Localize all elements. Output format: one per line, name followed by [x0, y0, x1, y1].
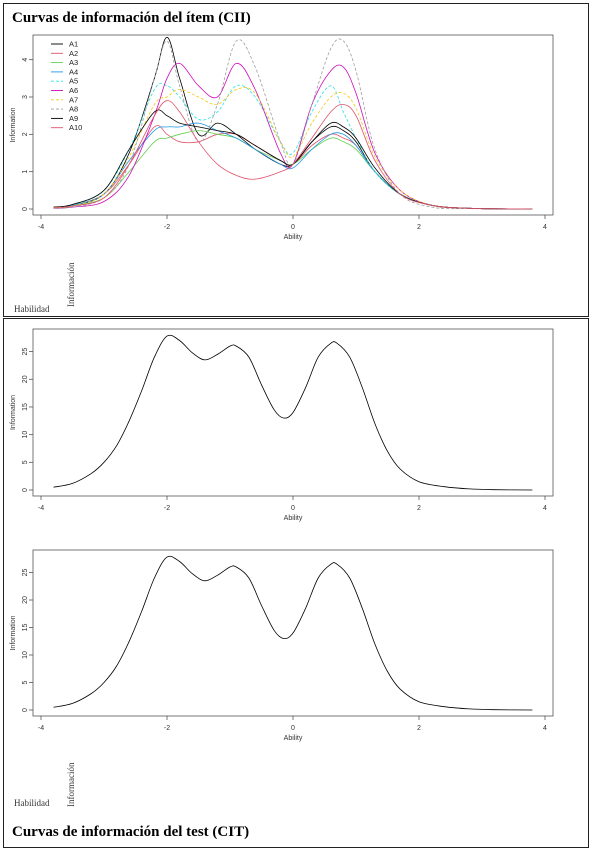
- series-line-a6: [53, 62, 533, 210]
- y-tick-label: 25: [22, 348, 29, 356]
- x-tick-label: -4: [38, 505, 44, 512]
- x-tick-label: 4: [543, 224, 547, 231]
- y-tick-label: 0: [22, 708, 29, 712]
- series-line-total: [53, 334, 533, 491]
- legend-label: A8: [69, 105, 78, 114]
- legend-label: A3: [69, 58, 78, 67]
- x-tick-label: -4: [38, 224, 44, 231]
- habilidad-label: Habilidad: [14, 304, 50, 314]
- x-axis-label: Ability: [284, 735, 303, 742]
- x-tick-label: -2: [164, 505, 170, 512]
- y-tick-label: 25: [22, 569, 29, 577]
- series-line-a4: [53, 122, 533, 210]
- legend-label: A7: [69, 95, 78, 104]
- series-line-a9: [53, 109, 533, 210]
- y-tick-label: 20: [22, 375, 29, 383]
- x-tick-label: -2: [164, 224, 170, 231]
- y-tick-label: 0: [22, 207, 29, 211]
- legend-label: A9: [69, 114, 78, 123]
- y-axis-label: Information: [10, 395, 17, 430]
- y-tick-label: 15: [22, 624, 29, 632]
- y-axis-label: Information: [10, 615, 17, 650]
- y-tick-label: 5: [22, 680, 29, 684]
- series-line-a2: [53, 125, 533, 210]
- test-information-panel: Habilidad Información Curvas de informac…: [3, 318, 589, 848]
- series-line-a5: [53, 82, 533, 210]
- legend-label: A4: [69, 67, 78, 76]
- panel-title: Curvas de información del ítem (CII): [12, 10, 251, 26]
- x-tick-label: 2: [417, 725, 421, 732]
- y-tick-label: 5: [22, 460, 29, 464]
- y-tick-label: 10: [22, 651, 29, 659]
- x-tick-label: 0: [291, 505, 295, 512]
- habilidad-label: Habilidad: [14, 798, 50, 808]
- y-tick-label: 20: [22, 596, 29, 604]
- panel-title: Curvas de información del test (CIT): [12, 824, 250, 840]
- y-tick-label: 2: [22, 132, 29, 136]
- legend-label: A5: [69, 77, 78, 86]
- legend-label: A10: [69, 123, 82, 132]
- y-tick-label: 10: [22, 431, 29, 439]
- legend-label: A1: [69, 40, 78, 49]
- x-axis-label: Ability: [284, 515, 303, 522]
- y-tick-label: 1: [22, 170, 29, 174]
- series-line-a10: [53, 100, 533, 210]
- y-tick-label: 4: [22, 58, 29, 62]
- x-tick-label: 2: [417, 224, 421, 231]
- series-line-a8: [53, 38, 533, 210]
- y-axis-label: Information: [10, 107, 17, 142]
- y-tick-label: 0: [22, 488, 29, 492]
- x-tick-label: 2: [417, 505, 421, 512]
- series-line-a1: [53, 36, 533, 210]
- legend-label: A6: [69, 86, 78, 95]
- x-tick-label: 4: [543, 505, 547, 512]
- y-tick-label: 3: [22, 95, 29, 99]
- x-tick-label: 0: [291, 725, 295, 732]
- x-tick-label: 0: [291, 224, 295, 231]
- legend-label: A2: [69, 49, 78, 58]
- x-tick-label: -2: [164, 725, 170, 732]
- x-tick-label: 4: [543, 725, 547, 732]
- y-tick-label: 15: [22, 403, 29, 411]
- series-line-a7: [53, 87, 533, 210]
- x-tick-label: -4: [38, 725, 44, 732]
- x-axis-label: Ability: [284, 234, 303, 241]
- series-line-total: [53, 555, 533, 711]
